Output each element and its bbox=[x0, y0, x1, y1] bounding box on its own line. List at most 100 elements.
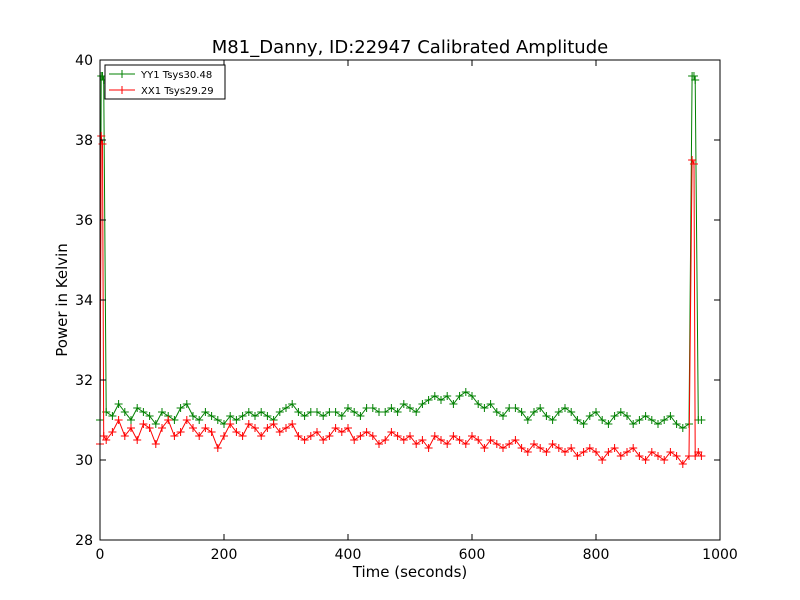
chart-title: M81_Danny, ID:22947 Calibrated Amplitude bbox=[212, 37, 608, 58]
data-point bbox=[108, 428, 117, 436]
x-tick-label: 1000 bbox=[702, 547, 738, 563]
data-point bbox=[430, 432, 439, 440]
series-0 bbox=[96, 72, 706, 432]
data-point bbox=[579, 420, 588, 428]
data-point bbox=[697, 416, 706, 424]
data-point bbox=[598, 416, 607, 424]
data-point bbox=[344, 404, 352, 412]
data-point bbox=[368, 432, 377, 440]
data-point bbox=[387, 404, 396, 412]
data-point bbox=[567, 444, 576, 452]
data-point bbox=[511, 404, 520, 412]
data-point bbox=[610, 444, 619, 452]
data-point bbox=[437, 396, 445, 404]
data-point bbox=[548, 440, 557, 448]
data-point bbox=[616, 452, 625, 460]
data-point bbox=[226, 420, 235, 428]
data-point bbox=[381, 436, 390, 444]
data-point bbox=[523, 416, 532, 424]
data-point bbox=[474, 436, 483, 444]
y-tick-label: 38 bbox=[75, 133, 93, 149]
data-point bbox=[381, 408, 390, 416]
data-point bbox=[672, 452, 681, 460]
data-point bbox=[201, 408, 210, 416]
data-point bbox=[313, 428, 321, 436]
data-point bbox=[610, 412, 619, 420]
data-point bbox=[567, 408, 576, 416]
data-point bbox=[368, 404, 377, 412]
data-point bbox=[201, 424, 210, 432]
data-point bbox=[418, 436, 427, 444]
data-point bbox=[530, 440, 538, 448]
data-point bbox=[207, 428, 216, 436]
data-point bbox=[399, 436, 408, 444]
data-point bbox=[480, 404, 489, 412]
data-point bbox=[468, 432, 476, 440]
data-point bbox=[585, 444, 594, 452]
data-point bbox=[145, 412, 154, 420]
series-layer bbox=[96, 72, 706, 468]
data-point bbox=[275, 408, 284, 416]
data-point bbox=[189, 412, 197, 420]
data-point bbox=[176, 404, 185, 412]
data-point bbox=[102, 436, 111, 444]
data-point bbox=[517, 408, 526, 416]
data-point bbox=[604, 420, 613, 428]
data-point bbox=[350, 408, 359, 416]
data-point bbox=[282, 424, 290, 432]
data-point bbox=[282, 404, 290, 412]
x-tick-label: 200 bbox=[211, 547, 238, 563]
data-point bbox=[629, 420, 638, 428]
data-point bbox=[189, 424, 197, 432]
data-point bbox=[257, 432, 266, 440]
data-point bbox=[697, 452, 706, 460]
data-point bbox=[195, 416, 204, 424]
x-tick-label: 400 bbox=[335, 547, 362, 563]
data-point bbox=[244, 420, 253, 428]
data-point bbox=[288, 400, 297, 408]
legend-marker-xx1 bbox=[118, 86, 126, 94]
data-point bbox=[238, 432, 247, 440]
data-point bbox=[499, 412, 507, 420]
data-point bbox=[151, 420, 160, 428]
data-point bbox=[688, 156, 697, 164]
data-point bbox=[133, 436, 142, 444]
data-point bbox=[629, 444, 638, 452]
data-point bbox=[220, 432, 228, 440]
data-point bbox=[592, 448, 600, 456]
data-point bbox=[226, 412, 235, 420]
data-point bbox=[300, 412, 309, 420]
data-point bbox=[145, 424, 154, 432]
data-point bbox=[176, 428, 185, 436]
data-point bbox=[455, 392, 464, 400]
data-point bbox=[362, 428, 371, 436]
data-point bbox=[294, 408, 303, 416]
data-point bbox=[182, 416, 191, 424]
x-axis-title: Time (seconds) bbox=[352, 563, 468, 581]
data-point bbox=[120, 408, 129, 416]
data-point bbox=[195, 432, 204, 440]
data-point bbox=[139, 408, 148, 416]
y-tick-label: 34 bbox=[75, 293, 93, 309]
data-point bbox=[492, 408, 501, 416]
data-point bbox=[319, 412, 328, 420]
data-point bbox=[251, 412, 259, 420]
legend-marker-yy1 bbox=[118, 70, 126, 78]
data-point bbox=[536, 404, 545, 412]
data-point bbox=[337, 412, 346, 420]
data-point bbox=[623, 412, 631, 420]
data-point bbox=[461, 388, 470, 396]
data-point bbox=[678, 424, 687, 432]
data-point bbox=[275, 428, 284, 436]
data-point bbox=[257, 408, 266, 416]
data-point bbox=[108, 412, 117, 420]
data-point bbox=[474, 400, 483, 408]
data-point bbox=[672, 420, 681, 428]
data-point bbox=[523, 448, 532, 456]
data-point bbox=[449, 432, 458, 440]
data-point bbox=[182, 400, 191, 408]
data-point bbox=[616, 408, 625, 416]
data-point bbox=[641, 412, 650, 420]
data-point bbox=[517, 444, 526, 452]
data-point bbox=[337, 428, 346, 436]
